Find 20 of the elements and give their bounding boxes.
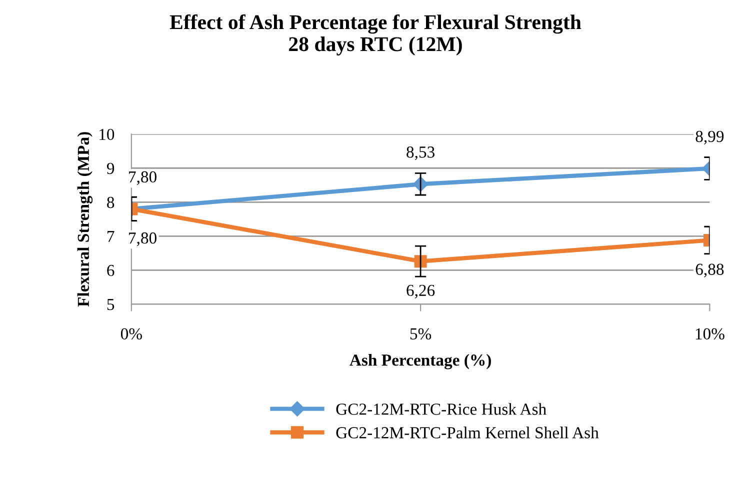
x-tick-label: 0% — [120, 328, 142, 340]
y-tick-label: 7 — [108, 231, 114, 242]
x-tick-label: 5% — [410, 328, 432, 340]
y-tick-label: 5 — [107, 299, 114, 310]
y-tick-label: 9 — [106, 162, 114, 174]
legend-label: GC2-12M-RTC-Palm Kernel Shell Ash — [336, 426, 599, 438]
data-label: 8,99 — [696, 130, 724, 144]
y-axis-title: Flexural Strength (MPa) — [77, 132, 93, 307]
data-label: 8,53 — [406, 146, 434, 160]
data-label: 6,26 — [406, 284, 435, 298]
data-label: 7,80 — [129, 232, 156, 246]
data-label: 7,80 — [129, 171, 156, 185]
y-tick-label: 6 — [107, 264, 114, 276]
y-tick-label: 8 — [107, 196, 114, 208]
x-axis-title: Ash Percentage (%) — [350, 354, 491, 370]
chart-title: Effect of Ash Percentage for Flexural Strength 28 days RTC (12M) — [170, 14, 582, 56]
x-tick-label: 10% — [696, 328, 724, 340]
legend-label: GC2-12M-RTC-Rice Husk Ash — [336, 403, 546, 415]
y-tick-label: 10 — [100, 128, 114, 140]
data-label: 6,88 — [696, 264, 724, 278]
